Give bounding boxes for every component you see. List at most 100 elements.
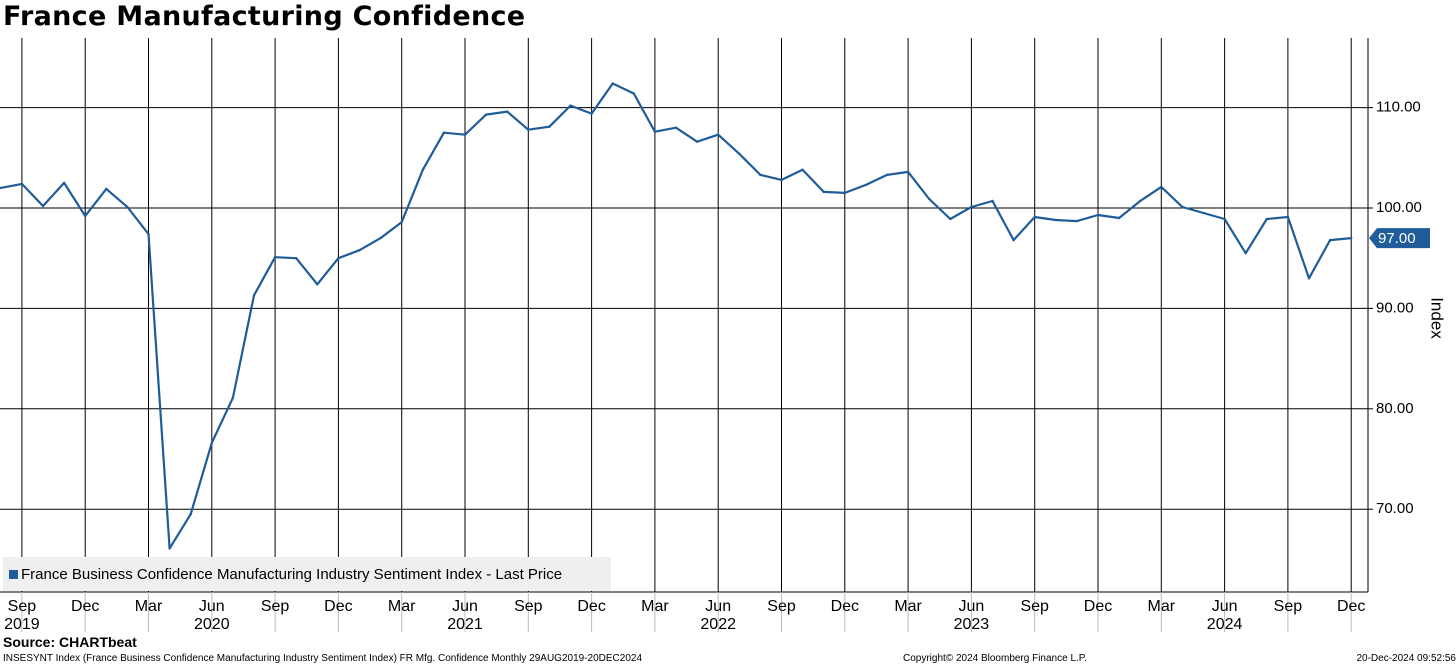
- last-value-badge: [1369, 228, 1430, 249]
- x-tick-year-label: 2020: [194, 616, 230, 633]
- y-tick-label: 110.00: [1376, 99, 1421, 116]
- data-point: [84, 214, 87, 218]
- data-point: [126, 205, 129, 209]
- data-point: [590, 112, 593, 115]
- legend-swatch: [9, 569, 18, 579]
- data-point: [421, 168, 424, 172]
- data-point: [168, 547, 171, 550]
- x-tick-label: Mar: [641, 598, 669, 615]
- vertical-gridlines: [21, 38, 1352, 592]
- data-point: [949, 217, 952, 221]
- x-tick-label: Sep: [8, 598, 37, 615]
- series-line: [0, 82, 1352, 550]
- last-value-marker: 97.00: [1369, 228, 1430, 249]
- footer-description: INSESYNT Index (France Business Confiden…: [3, 653, 643, 664]
- footer-timestamp: 20-Dec-2024 09:52:56: [1356, 653, 1456, 664]
- data-point: [41, 204, 45, 208]
- y-tick-label: 90.00: [1376, 299, 1414, 316]
- axes: [0, 38, 1369, 593]
- data-point: [1307, 277, 1311, 280]
- last-value-label: 97.00: [1378, 230, 1416, 247]
- x-tick-label: Mar: [388, 598, 416, 615]
- data-point: [864, 183, 868, 187]
- x-tick-year-label: 2023: [954, 616, 990, 633]
- data-point: [337, 257, 340, 260]
- series-layer: [0, 82, 1353, 550]
- y-tick-label: 70.00: [1376, 500, 1414, 517]
- data-point: [1328, 238, 1332, 242]
- x-tick-label: Mar: [1148, 598, 1176, 615]
- data-point: [717, 133, 720, 136]
- data-point: [1075, 219, 1079, 223]
- x-tick-label: Jun: [452, 598, 478, 615]
- x-tick-label: Dec: [324, 598, 352, 615]
- data-point: [210, 441, 213, 445]
- data-point: [1244, 251, 1247, 255]
- footer-copyright: Copyright© 2024 Bloomberg Finance L.P.: [903, 653, 1087, 664]
- data-point: [231, 396, 235, 399]
- data-point: [569, 104, 572, 107]
- y-tick-label: 100.00: [1376, 199, 1422, 216]
- data-point: [822, 190, 825, 194]
- data-point: [1181, 205, 1184, 209]
- data-point: [484, 113, 488, 116]
- x-tick-label: Mar: [894, 598, 922, 615]
- data-point: [20, 182, 24, 186]
- data-point: [653, 130, 657, 133]
- x-tick-label: Sep: [261, 598, 290, 615]
- x-tick-label: Dec: [1084, 598, 1112, 615]
- data-point: [801, 168, 804, 172]
- x-tick-label: Jun: [199, 598, 225, 615]
- x-tick-year-label: 2022: [700, 616, 736, 633]
- data-point: [1117, 216, 1121, 220]
- data-point: [0, 186, 2, 190]
- chart-title: France Manufacturing Confidence: [3, 1, 526, 32]
- data-point: [1096, 213, 1100, 217]
- data-point: [738, 152, 741, 155]
- data-point: [1160, 185, 1163, 189]
- data-point: [674, 126, 678, 129]
- x-tick-label: Sep: [514, 598, 543, 615]
- data-point: [1012, 238, 1015, 242]
- data-point: [970, 205, 973, 209]
- data-point: [611, 82, 614, 85]
- x-tick-label: Sep: [1274, 598, 1303, 615]
- data-point: [442, 131, 446, 134]
- legend-label: France Business Confidence Manufacturing…: [21, 565, 563, 583]
- data-point: [906, 170, 910, 174]
- y-axis-tick-labels: 70.00 80.00 90.00 100.00 110.00: [1368, 99, 1422, 517]
- data-point: [695, 140, 699, 143]
- data-point: [105, 187, 108, 191]
- data-point: [548, 125, 551, 128]
- data-point: [295, 257, 298, 260]
- x-tick-label: Sep: [767, 598, 796, 615]
- data-point: [1350, 236, 1353, 240]
- data-point: [1223, 217, 1226, 221]
- x-tick-label: Dec: [71, 598, 99, 615]
- x-tick-year-label: 2019: [4, 616, 40, 633]
- source-note: Source: CHARTbeat: [3, 634, 137, 650]
- data-point: [62, 181, 66, 185]
- data-point: [759, 173, 762, 177]
- data-point: [1202, 211, 1205, 215]
- data-point: [1139, 199, 1142, 203]
- x-tick-label: Dec: [831, 598, 859, 615]
- data-point: [273, 255, 277, 259]
- data-point: [379, 236, 382, 240]
- data-point: [885, 173, 889, 177]
- data-point: [506, 110, 509, 113]
- data-point: [1265, 217, 1269, 221]
- data-point: [1054, 218, 1058, 222]
- data-point: [252, 294, 256, 297]
- x-tick-label: Jun: [705, 598, 731, 615]
- y-axis-label: Index: [1428, 297, 1447, 339]
- data-point: [147, 232, 150, 236]
- data-point: [1033, 215, 1036, 219]
- x-tick-label: Jun: [1212, 598, 1238, 615]
- data-point: [780, 178, 783, 182]
- data-point: [928, 197, 931, 201]
- x-tick-label: Sep: [1020, 598, 1049, 615]
- data-point: [463, 133, 467, 136]
